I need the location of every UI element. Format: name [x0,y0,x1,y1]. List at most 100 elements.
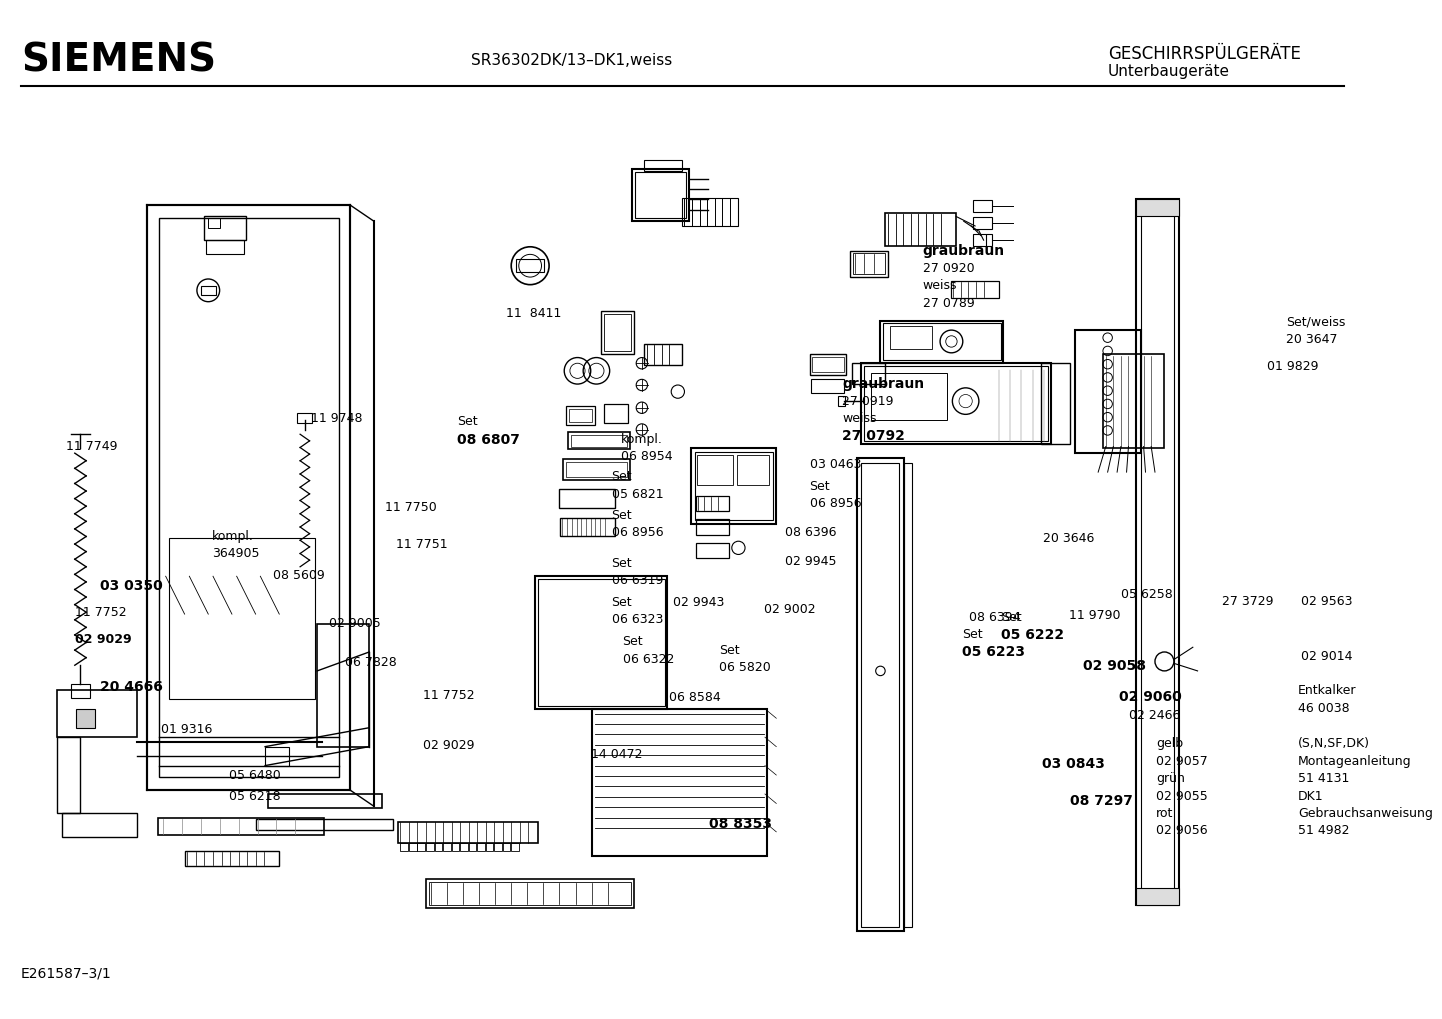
Text: 46 0038: 46 0038 [1298,702,1350,714]
Bar [881,321,1004,363]
Text: SIEMENS: SIEMENS [20,42,216,79]
Text: 05 6480: 05 6480 [229,769,281,783]
Bar [1136,200,1178,905]
Text: 27 0789: 27 0789 [923,297,975,310]
Text: Set: Set [611,508,632,522]
Text: 08 6394: 08 6394 [969,611,1021,624]
Bar [317,624,369,747]
Text: Set: Set [1001,611,1021,624]
Bar [265,747,288,765]
Bar [871,373,947,420]
Bar [56,690,137,737]
Bar [516,259,544,272]
Text: 08 6807: 08 6807 [457,433,521,447]
Bar [203,216,247,240]
Text: 06 7828: 06 7828 [346,656,397,669]
Bar [469,843,476,851]
Text: 27 3729: 27 3729 [1221,595,1273,607]
Text: Set: Set [962,629,983,641]
Bar [864,366,1048,441]
Text: 20 3646: 20 3646 [1043,532,1094,545]
Text: (S,N,SF,DK): (S,N,SF,DK) [1298,738,1370,750]
Text: 06 8954: 06 8954 [622,450,673,463]
Bar [851,251,888,277]
Text: 27 0920: 27 0920 [923,262,975,275]
Text: 05 6218: 05 6218 [229,791,281,803]
Bar [495,843,502,851]
Text: Set: Set [611,470,632,483]
Text: weiss: weiss [923,279,957,292]
Bar [973,234,992,246]
Bar [425,843,434,851]
Bar [1103,354,1165,448]
Text: 20 3647: 20 3647 [1286,333,1338,346]
Text: 51 4982: 51 4982 [1298,824,1350,838]
Bar [561,518,616,536]
Text: 06 6319: 06 6319 [611,575,663,587]
Text: 02 9945: 02 9945 [784,555,836,569]
Bar [76,709,95,728]
Text: Set: Set [611,557,632,570]
Text: DK1: DK1 [1298,790,1324,803]
Bar [159,218,339,776]
Bar [486,843,493,851]
Bar [535,576,668,709]
Text: 364905: 364905 [212,547,260,560]
Text: 01 9829: 01 9829 [1268,361,1318,373]
Text: 02 9055: 02 9055 [1156,790,1208,803]
Text: Set: Set [457,415,477,428]
Bar [695,452,773,521]
Bar [558,489,616,508]
Text: 11 9790: 11 9790 [1069,609,1120,623]
Bar [591,709,767,856]
Text: E261587–3/1: E261587–3/1 [20,967,111,981]
Bar [169,538,316,699]
Text: grün: grün [1156,772,1185,786]
Text: 02 9014: 02 9014 [1301,650,1353,662]
Bar [1141,204,1174,900]
Bar [503,843,510,851]
Text: 08 6396: 08 6396 [784,526,836,539]
Bar [159,817,324,835]
Text: kompl.: kompl. [212,530,254,543]
Bar [973,217,992,229]
Bar [812,379,845,392]
Bar [570,409,591,422]
Text: Gebrauchsanweisung: Gebrauchsanweisung [1298,807,1433,820]
Text: 03 0843: 03 0843 [1041,757,1105,771]
Bar [206,240,244,255]
Bar [567,406,594,425]
Text: 11 7752: 11 7752 [423,689,474,702]
Bar [428,882,632,905]
Bar [861,363,1051,443]
Text: 03 0350: 03 0350 [99,579,163,593]
Text: Set: Set [720,644,740,657]
Text: Set: Set [623,635,643,648]
Text: 11 7751: 11 7751 [397,538,447,550]
Bar [810,354,846,375]
Text: 05 6821: 05 6821 [611,487,663,500]
Text: Set/weiss: Set/weiss [1286,316,1345,329]
Bar [604,404,627,423]
Text: 20 4666: 20 4666 [99,680,163,694]
Text: 02 9058: 02 9058 [1083,658,1145,673]
Text: 05 6258: 05 6258 [1120,588,1172,601]
Text: 08 7297: 08 7297 [1070,794,1133,808]
Text: SR36302DK/13–DK1,weiss: SR36302DK/13–DK1,weiss [472,53,673,68]
Bar [434,843,443,851]
Bar [636,172,686,218]
Text: 02 9005: 02 9005 [329,616,381,630]
Bar [696,455,733,485]
Bar [601,311,634,354]
Bar [477,843,485,851]
Text: GESCHIRRSPÜLGERÄTE: GESCHIRRSPÜLGERÄTE [1107,45,1301,62]
Text: 02 9057: 02 9057 [1156,755,1208,767]
Bar [854,254,885,274]
Bar [1041,363,1070,443]
Text: 06 8956: 06 8956 [611,526,663,539]
Bar [1136,200,1178,216]
Bar [268,794,382,808]
Bar [852,363,885,384]
Text: 06 5820: 06 5820 [720,661,771,675]
Bar [885,213,956,246]
